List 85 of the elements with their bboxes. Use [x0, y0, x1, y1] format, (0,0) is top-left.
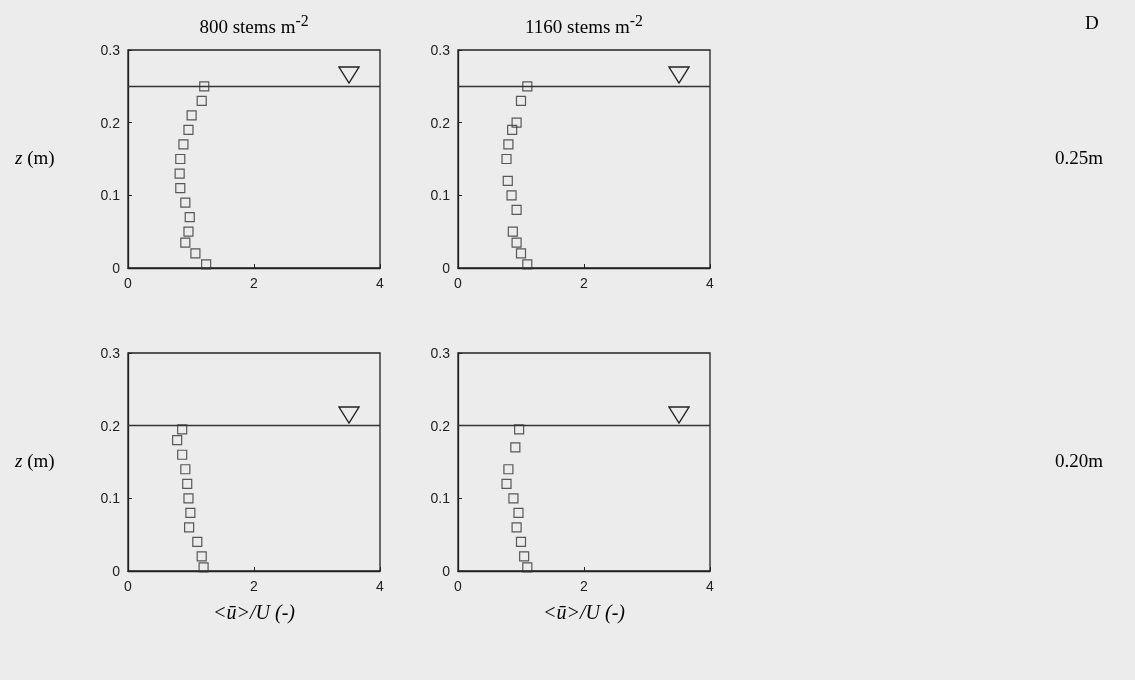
point	[501, 478, 512, 489]
point	[511, 117, 522, 128]
point	[514, 424, 525, 435]
point	[519, 551, 530, 562]
point	[180, 197, 191, 208]
point	[180, 237, 191, 248]
x-axis-title: <ū>/U (-)	[543, 601, 625, 624]
x-tick-label: 0	[454, 275, 463, 291]
point	[201, 259, 212, 270]
point	[511, 204, 522, 215]
x-tick-label: 0	[124, 275, 133, 291]
point	[174, 168, 185, 179]
y-axis-title: z (m)	[15, 450, 55, 472]
point	[196, 95, 207, 106]
point	[515, 248, 527, 259]
y-tick-label: 0.3	[430, 42, 451, 58]
point	[199, 81, 210, 92]
x-tick-label: 2	[580, 275, 589, 291]
y-tick-label: 0.2	[100, 417, 121, 434]
point	[196, 551, 207, 562]
x-tick-label: 4	[376, 578, 385, 594]
point	[172, 435, 183, 446]
point	[183, 493, 194, 504]
point	[507, 226, 518, 237]
point	[510, 442, 521, 453]
point	[180, 464, 191, 475]
text: D	[1085, 12, 1099, 34]
point	[177, 424, 188, 435]
x-tick-label: 0	[124, 578, 133, 594]
point	[522, 562, 533, 573]
point	[511, 237, 522, 248]
point	[511, 522, 522, 533]
point	[175, 182, 186, 194]
point	[185, 507, 196, 518]
y-tick-label: 0	[112, 260, 121, 276]
y-tick-label: 0	[442, 260, 451, 276]
point	[506, 190, 517, 201]
point	[515, 536, 527, 548]
chart-title: 1160 stems m$^{-2}$	[524, 12, 644, 39]
y-tick-label: 0.1	[100, 490, 121, 507]
x-tick-label: 2	[250, 578, 259, 594]
point	[182, 478, 193, 489]
point	[503, 139, 514, 150]
y-tick-label: 0.1	[430, 490, 451, 507]
point	[502, 175, 513, 186]
point	[177, 449, 188, 460]
point	[513, 507, 524, 518]
point	[175, 153, 186, 165]
text: 0.20m	[1055, 450, 1104, 472]
x-tick-label: 4	[706, 275, 715, 291]
y-tick-label: 0.2	[430, 417, 451, 434]
text: 0.25m	[1055, 147, 1104, 169]
point	[183, 124, 194, 136]
y-tick-label: 0.1	[430, 187, 451, 204]
point	[184, 522, 195, 533]
point	[186, 110, 197, 121]
x-axis-title: <ū>/U (-)	[213, 601, 295, 624]
point	[183, 226, 194, 237]
point	[515, 95, 527, 106]
point	[178, 139, 189, 150]
point	[522, 259, 533, 270]
y-tick-label: 0.3	[430, 345, 451, 361]
point	[501, 153, 512, 165]
x-tick-label: 2	[580, 578, 589, 594]
point	[192, 536, 203, 548]
point	[508, 493, 519, 504]
point	[503, 464, 514, 475]
y-axis-title: z (m)	[15, 147, 55, 169]
point	[184, 212, 195, 223]
x-tick-label: 4	[706, 578, 715, 594]
y-tick-label: 0	[442, 563, 451, 579]
y-tick-label: 0.1	[100, 187, 121, 204]
x-tick-label: 4	[376, 275, 385, 291]
y-tick-label: 0.3	[100, 345, 121, 361]
x-tick-label: 0	[454, 578, 463, 594]
point	[198, 562, 209, 573]
chart-title: 800 stems m$^{-2}$	[199, 12, 309, 39]
point	[507, 124, 518, 136]
y-tick-label: 0.3	[100, 42, 121, 58]
y-tick-label: 0.2	[100, 114, 121, 131]
point	[522, 81, 533, 92]
y-tick-label: 0.2	[430, 114, 451, 131]
x-tick-label: 2	[250, 275, 259, 291]
y-tick-label: 0	[112, 563, 121, 579]
point	[190, 248, 201, 259]
